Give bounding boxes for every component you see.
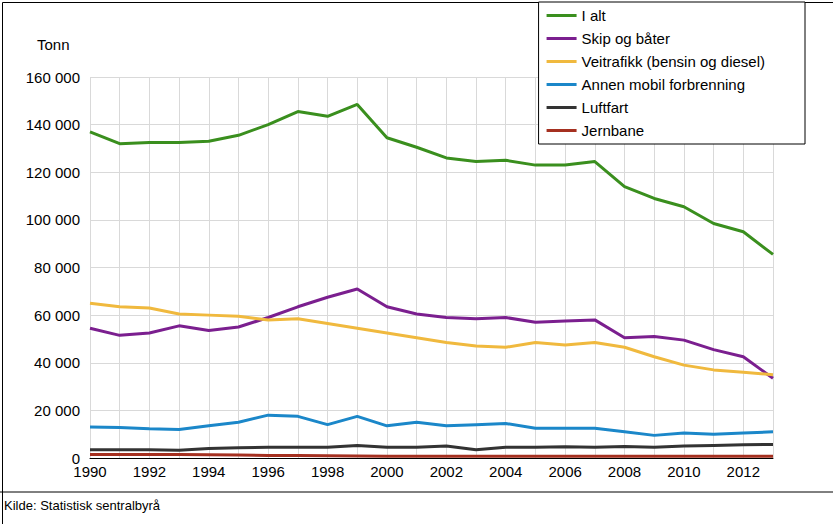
svg-text:2010: 2010 <box>667 463 700 480</box>
svg-text:2000: 2000 <box>370 463 403 480</box>
svg-text:80 000: 80 000 <box>34 259 80 276</box>
svg-text:Tonn: Tonn <box>37 36 70 53</box>
svg-text:Skip og båter: Skip og båter <box>582 30 670 47</box>
svg-text:2008: 2008 <box>608 463 641 480</box>
svg-text:Annen mobil forbrenning: Annen mobil forbrenning <box>582 76 745 93</box>
svg-text:1994: 1994 <box>192 463 225 480</box>
svg-text:1998: 1998 <box>311 463 344 480</box>
svg-text:Luftfart: Luftfart <box>582 99 630 116</box>
svg-text:140 000: 140 000 <box>26 116 80 133</box>
svg-text:40 000: 40 000 <box>34 354 80 371</box>
svg-text:160 000: 160 000 <box>26 69 80 86</box>
svg-text:Jernbane: Jernbane <box>582 122 645 139</box>
svg-text:I alt: I alt <box>582 7 607 24</box>
svg-text:20 000: 20 000 <box>34 402 80 419</box>
svg-text:60 000: 60 000 <box>34 307 80 324</box>
svg-text:100 000: 100 000 <box>26 211 80 228</box>
svg-text:1992: 1992 <box>133 463 166 480</box>
svg-text:1990: 1990 <box>73 463 106 480</box>
svg-text:2006: 2006 <box>548 463 581 480</box>
svg-text:2012: 2012 <box>727 463 760 480</box>
svg-text:Kilde: Statistisk sentralbyrå: Kilde: Statistisk sentralbyrå <box>4 498 161 513</box>
svg-text:2004: 2004 <box>489 463 522 480</box>
svg-text:Veitrafikk (bensin og diesel): Veitrafikk (bensin og diesel) <box>582 53 765 70</box>
svg-text:2002: 2002 <box>430 463 463 480</box>
svg-text:0: 0 <box>71 449 80 467</box>
svg-text:1996: 1996 <box>251 463 284 480</box>
svg-text:120 000: 120 000 <box>26 164 80 181</box>
